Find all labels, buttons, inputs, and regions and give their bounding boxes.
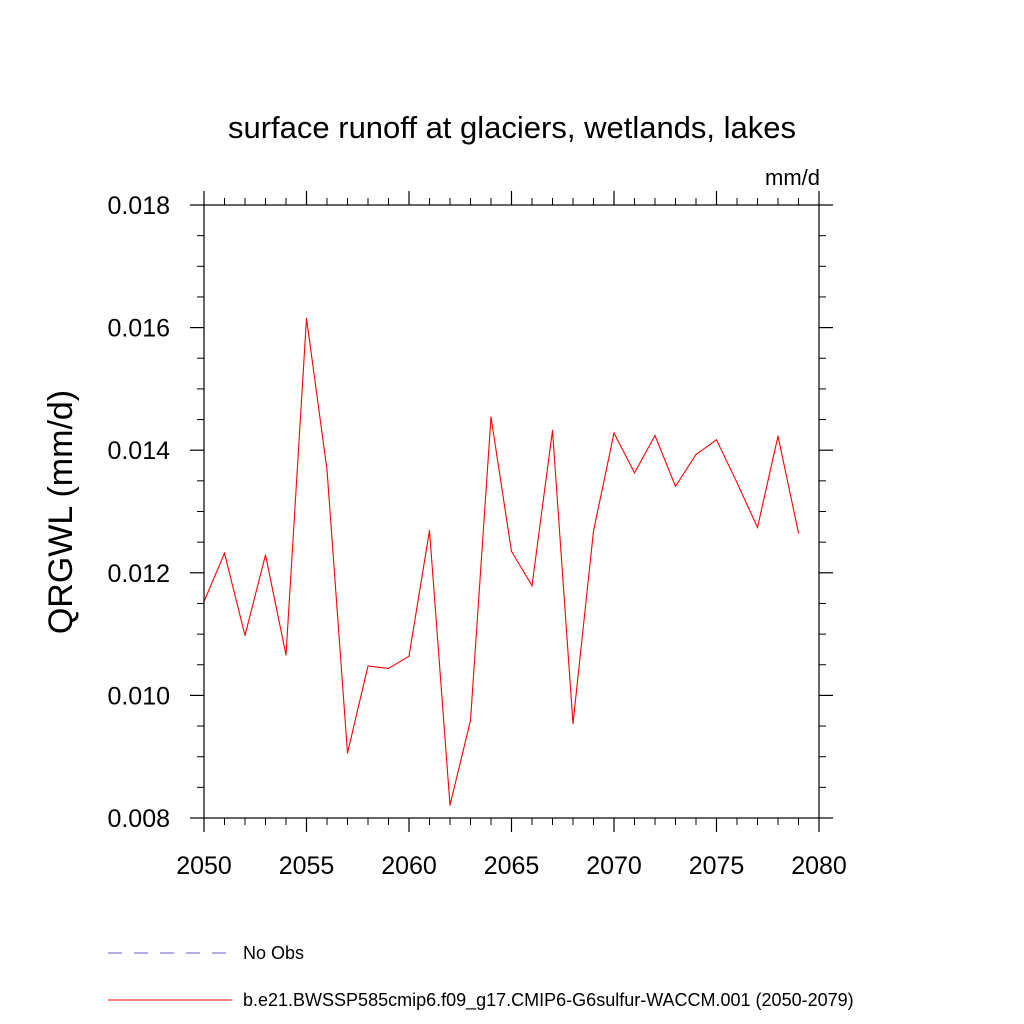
data-point [695,453,697,456]
data-point [592,530,595,532]
x-tick-label: 2055 [279,852,335,880]
data-point [654,434,656,437]
y-tick-label: 0.018 [107,192,170,220]
data-point [674,485,677,487]
units-label: mm/d [765,165,820,190]
x-tick-label: 2080 [791,852,847,880]
legend-label-no-obs: No Obs [243,943,304,963]
data-point [408,655,410,657]
y-tick-label: 0.014 [107,437,170,465]
data-point [490,416,492,418]
chart-title: surface runoff at glaciers, wetlands, la… [228,110,796,145]
y-tick-label: 0.016 [107,315,170,343]
series-line [203,318,800,806]
x-tick-label: 2075 [689,852,745,880]
data-point [367,665,369,667]
data-point [797,532,800,534]
data-point [613,432,615,434]
data-point [223,552,226,554]
data-point [387,667,390,670]
x-tick-label: 2050 [176,852,232,880]
data-point [633,472,636,474]
y-axis-label: QRGWL (mm/d) [42,390,80,634]
data-point [531,585,533,587]
y-tick-label: 0.008 [107,805,170,833]
data-point [551,429,554,432]
data-point [428,529,431,532]
data-point [572,722,574,725]
y-tick-label: 0.010 [107,682,170,710]
y-tick-label: 0.012 [107,560,170,588]
data-point [244,634,246,636]
data-point [469,719,472,722]
data-point [715,439,718,441]
data-point [510,550,513,552]
data-point [326,469,328,471]
data-point [756,526,759,529]
legend-label-model-run: b.e21.BWSSP585cmip6.f09_g17.CMIP6-G6sulf… [243,990,854,1011]
data-point [449,804,451,806]
legend: No Obs b.e21.BWSSP585cmip6.f09_g17.CMIP6… [108,943,854,1011]
data-point [285,654,287,656]
data-point [346,752,349,754]
data-point [264,554,267,556]
x-tick-label: 2065 [484,852,540,880]
data-point [777,435,779,437]
axis-ticks [190,191,833,832]
data-point [736,482,738,484]
x-tick-label: 2060 [381,852,437,880]
tick-labels: 2050 2055 2060 2065 2070 2075 2080 0.008 0.010 0.… [107,192,846,880]
series-layer [203,317,800,806]
plot-frame [203,204,820,819]
data-point [305,317,308,320]
x-tick-label: 2070 [586,852,642,880]
